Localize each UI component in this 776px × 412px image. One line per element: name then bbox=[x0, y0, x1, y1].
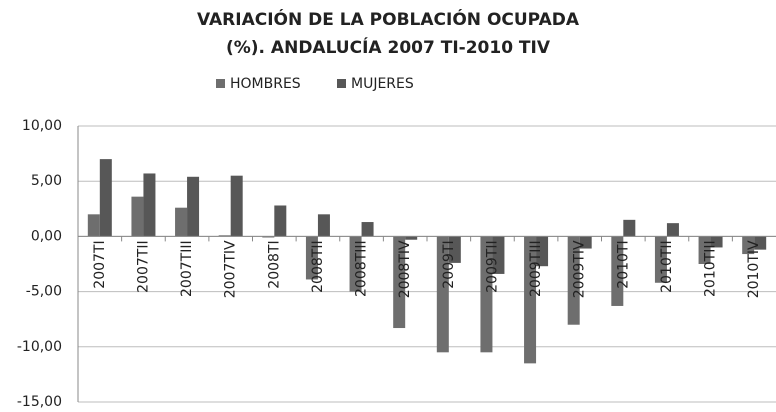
bar bbox=[175, 207, 188, 237]
bar bbox=[405, 236, 418, 240]
bar bbox=[361, 222, 374, 237]
bar bbox=[698, 236, 711, 264]
bar bbox=[274, 205, 287, 237]
bar bbox=[262, 236, 275, 238]
bar bbox=[230, 175, 243, 237]
x-tick-label: 2007TII bbox=[135, 240, 151, 292]
x-tick-label: 2009TIII bbox=[528, 240, 544, 297]
legend-label: HOMBRES bbox=[230, 76, 301, 92]
x-tick-label: 2007TIII bbox=[179, 240, 195, 297]
y-tick-label: 10,00 bbox=[22, 118, 62, 134]
bar bbox=[666, 223, 679, 237]
bar bbox=[317, 214, 330, 237]
bar bbox=[742, 236, 755, 255]
bar bbox=[87, 214, 100, 237]
bar bbox=[187, 176, 200, 237]
bar bbox=[536, 236, 549, 267]
y-tick-label: -15,00 bbox=[17, 394, 62, 410]
bar bbox=[480, 236, 493, 353]
bar bbox=[218, 235, 231, 237]
bar bbox=[524, 236, 537, 364]
bar bbox=[710, 236, 723, 248]
x-tick-label: 2010TIII bbox=[703, 240, 719, 297]
x-tick-label: 2009TII bbox=[484, 240, 500, 292]
x-tick-label: 2009TI bbox=[441, 240, 457, 288]
bar bbox=[579, 236, 592, 249]
bar bbox=[99, 159, 112, 237]
y-tick-label: 5,00 bbox=[31, 173, 62, 189]
x-tick-label: 2009TIV bbox=[572, 240, 588, 298]
bar bbox=[567, 236, 580, 325]
bar bbox=[393, 236, 406, 329]
y-tick-label: -10,00 bbox=[17, 339, 62, 355]
x-tick-label: 2008TII bbox=[310, 240, 326, 292]
bar bbox=[654, 236, 667, 283]
bar bbox=[623, 219, 636, 237]
bar bbox=[754, 236, 767, 250]
legend-label: MUJERES bbox=[351, 76, 414, 92]
bar bbox=[492, 236, 505, 274]
x-tick-label: 2008TIII bbox=[354, 240, 370, 297]
y-tick-label: 0,00 bbox=[31, 228, 62, 244]
x-tick-label: 2007TIV bbox=[223, 240, 239, 298]
y-tick-label: -5,00 bbox=[26, 284, 62, 300]
legend-swatch bbox=[337, 79, 346, 88]
legend-swatch bbox=[216, 79, 225, 88]
x-tick-label: 2010TIV bbox=[746, 240, 762, 298]
bar bbox=[436, 236, 449, 353]
x-tick-label: 2007TI bbox=[92, 240, 108, 288]
bar bbox=[131, 196, 144, 237]
bar bbox=[448, 236, 461, 263]
chart-title: VARIACIÓN DE LA POBLACIÓN OCUPADA bbox=[197, 8, 580, 30]
bar bbox=[305, 236, 318, 280]
bar bbox=[611, 236, 624, 306]
chart-title: (%). ANDALUCÍA 2007 TI-2010 TIV bbox=[226, 36, 551, 58]
bar bbox=[349, 236, 362, 292]
x-tick-label: 2010TI bbox=[615, 240, 631, 288]
x-tick-label: 2008TI bbox=[266, 240, 282, 288]
x-tick-label: 2010TII bbox=[659, 240, 675, 292]
x-tick-label: 2008TIV bbox=[397, 240, 413, 298]
bar bbox=[143, 173, 156, 237]
